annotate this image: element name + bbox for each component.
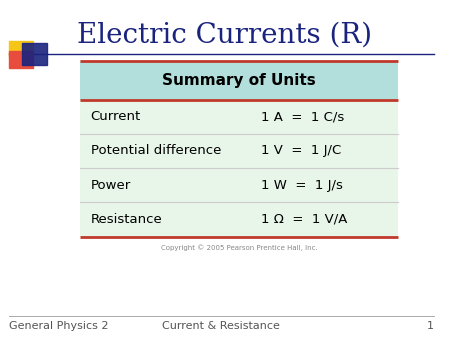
Text: General Physics 2: General Physics 2 [9, 321, 108, 331]
Text: Summary of Units: Summary of Units [162, 73, 316, 88]
Text: Resistance: Resistance [91, 213, 162, 226]
Text: Copyright © 2005 Pearson Prentice Hall, Inc.: Copyright © 2005 Pearson Prentice Hall, … [161, 244, 317, 251]
Text: Current & Resistance: Current & Resistance [162, 321, 280, 331]
Text: 1 V  =  1 J/C: 1 V = 1 J/C [261, 144, 342, 158]
Text: 1 W  =  1 J/s: 1 W = 1 J/s [261, 179, 343, 192]
Text: 1: 1 [427, 321, 434, 331]
Text: 1 A  =  1 C/s: 1 A = 1 C/s [261, 110, 345, 123]
Bar [22, 43, 47, 65]
Bar [80, 61, 398, 237]
Text: Electric Currents (R): Electric Currents (R) [77, 22, 373, 49]
Text: Current: Current [91, 110, 141, 123]
Bar [9, 51, 33, 68]
Text: Potential difference: Potential difference [91, 144, 221, 158]
Text: Power: Power [91, 179, 131, 192]
Bar [80, 61, 398, 99]
Text: 1 Ω  =  1 V/A: 1 Ω = 1 V/A [261, 213, 348, 226]
Bar [9, 41, 33, 57]
